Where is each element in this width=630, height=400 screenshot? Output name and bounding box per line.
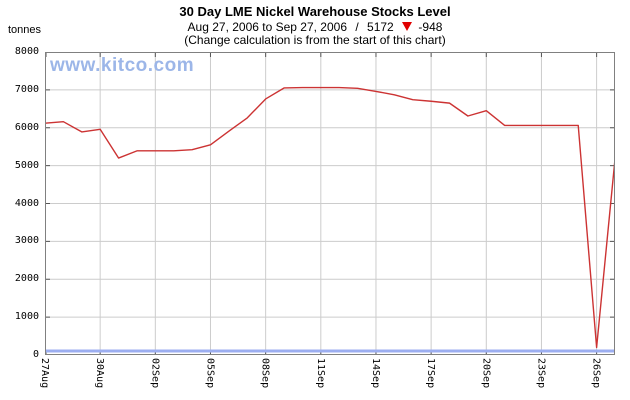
x-tick-label: 27Aug: [39, 358, 50, 389]
chart-subtitle: Aug 27, 2006 to Sep 27, 2006 / 5172 -948: [0, 20, 630, 34]
y-tick-label: 4000: [14, 197, 39, 209]
plot-area: www.kitco.com: [45, 52, 615, 355]
current-value: 5172: [367, 20, 394, 34]
change-note: (Change calculation is from the start of…: [184, 33, 446, 47]
y-tick-label: 2000: [14, 273, 39, 285]
x-tick-label: 14Sep: [369, 358, 381, 389]
subtitle-separator: /: [355, 20, 359, 34]
x-tick-label: 02Sep: [149, 358, 161, 389]
kitco-watermark: www.kitco.com: [50, 55, 195, 76]
x-tick-label: 11Sep: [314, 358, 326, 389]
x-tick-label: 26Sep: [590, 358, 602, 389]
change-value: -948: [418, 20, 443, 34]
x-tick-label: 20Sep: [480, 358, 492, 389]
x-tick-label: 30Aug: [94, 358, 106, 389]
y-tick-label: 6000: [14, 121, 39, 133]
page-title: 30 Day LME Nickel Warehouse Stocks Level: [179, 4, 451, 19]
y-tick-label: 7000: [14, 83, 39, 95]
down-triangle-icon: [402, 22, 413, 32]
y-tick-label: 0: [32, 349, 39, 360]
date-range: Aug 27, 2006 to Sep 27, 2006: [187, 20, 347, 34]
y-tick-label: 3000: [14, 235, 39, 247]
x-tick-label: 08Sep: [259, 358, 271, 389]
chart-canvas: [45, 52, 615, 355]
plot-border: [45, 52, 615, 355]
y-tick-label: 8000: [14, 46, 39, 57]
x-tick-label: 17Sep: [425, 358, 437, 389]
y-axis-unit-label: tonnes: [8, 24, 42, 36]
y-tick-label: 5000: [14, 159, 39, 171]
nickel-stocks-line: [45, 86, 615, 349]
y-tick-label: 1000: [14, 311, 39, 323]
x-tick-label: 23Sep: [535, 358, 547, 389]
x-tick-label: 05Sep: [204, 358, 216, 389]
